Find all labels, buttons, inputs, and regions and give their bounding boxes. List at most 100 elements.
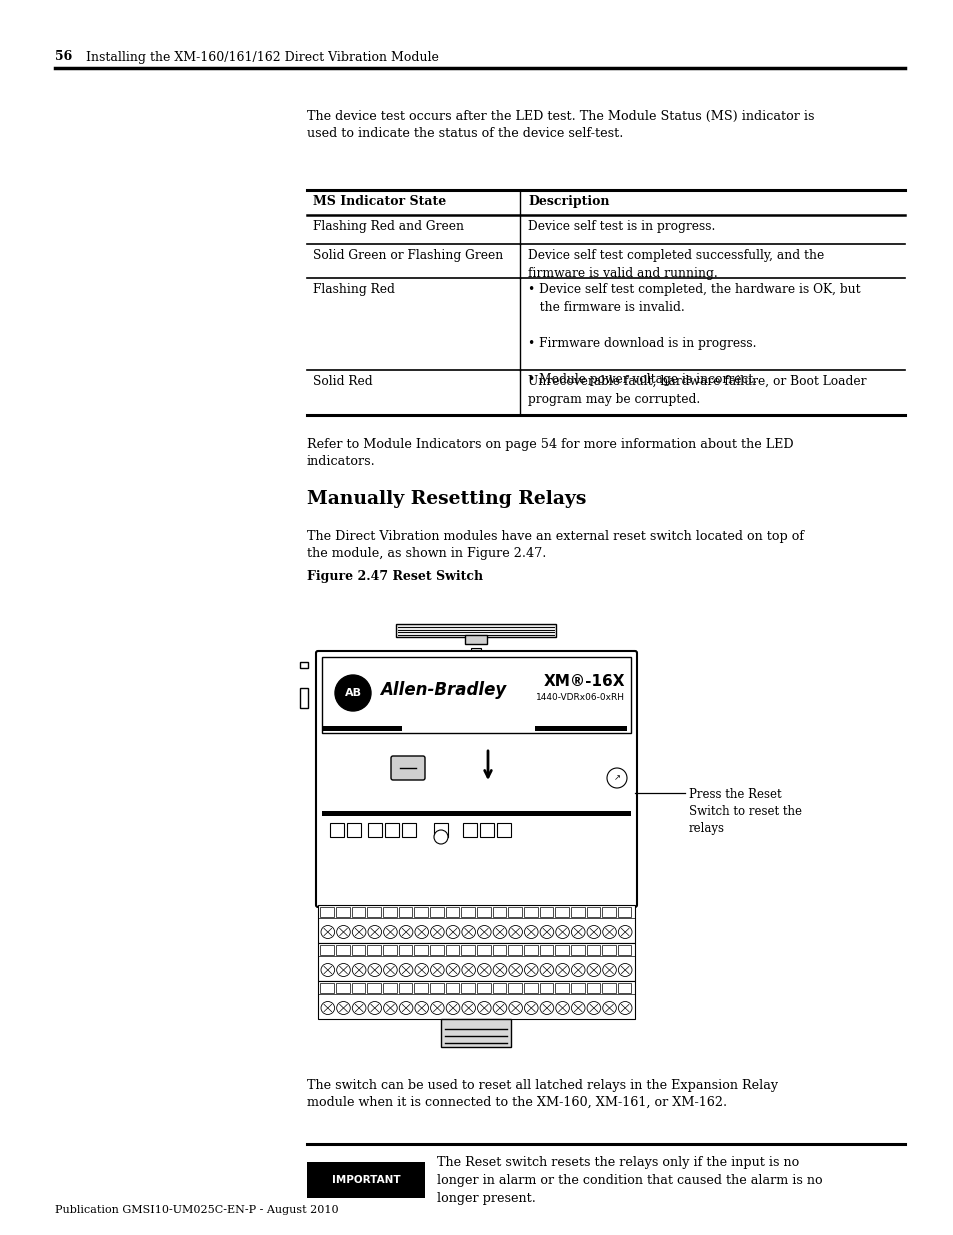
Bar <box>539 945 553 955</box>
Ellipse shape <box>368 1002 381 1014</box>
Text: ↗: ↗ <box>613 773 619 783</box>
Circle shape <box>606 768 626 788</box>
Text: The Direct Vibration modules have an external reset switch located on top of
the: The Direct Vibration modules have an ext… <box>307 530 803 559</box>
Ellipse shape <box>539 1002 553 1014</box>
Bar <box>322 811 630 816</box>
Ellipse shape <box>586 925 600 939</box>
Ellipse shape <box>320 963 335 977</box>
Ellipse shape <box>618 963 631 977</box>
Bar <box>414 983 428 993</box>
Text: Figure 2.47 Reset Switch: Figure 2.47 Reset Switch <box>307 571 482 583</box>
Ellipse shape <box>320 925 335 939</box>
Ellipse shape <box>571 1002 584 1014</box>
Ellipse shape <box>477 963 491 977</box>
Bar <box>352 945 365 955</box>
Circle shape <box>434 830 448 844</box>
Bar <box>367 945 380 955</box>
Text: Installing the XM-160/161/162 Direct Vibration Module: Installing the XM-160/161/162 Direct Vib… <box>86 51 438 63</box>
Ellipse shape <box>586 963 600 977</box>
Bar <box>320 945 334 955</box>
Text: Allen-Bradley: Allen-Bradley <box>379 680 506 699</box>
Ellipse shape <box>399 925 413 939</box>
Ellipse shape <box>352 1002 366 1014</box>
Ellipse shape <box>336 1002 350 1014</box>
Text: AB: AB <box>344 688 361 698</box>
Bar <box>471 648 481 652</box>
Bar <box>414 906 428 918</box>
Bar <box>539 906 553 918</box>
Ellipse shape <box>461 1002 475 1014</box>
Ellipse shape <box>539 925 553 939</box>
Bar <box>385 823 398 837</box>
Bar <box>586 983 599 993</box>
Bar <box>317 981 635 1019</box>
Text: Unrecoverable fault, hardware failure, or Boot Loader
program may be corrupted.: Unrecoverable fault, hardware failure, o… <box>527 375 865 406</box>
Ellipse shape <box>493 1002 506 1014</box>
Ellipse shape <box>336 925 350 939</box>
Bar <box>570 983 584 993</box>
Ellipse shape <box>556 963 569 977</box>
Bar <box>430 945 443 955</box>
Ellipse shape <box>446 963 459 977</box>
Text: Flashing Red and Green: Flashing Red and Green <box>313 220 463 233</box>
Text: Description: Description <box>527 195 609 207</box>
Bar <box>461 945 475 955</box>
Ellipse shape <box>524 925 537 939</box>
Bar <box>462 823 476 837</box>
Bar <box>398 945 412 955</box>
Bar <box>430 906 443 918</box>
Ellipse shape <box>556 1002 569 1014</box>
Bar <box>445 983 458 993</box>
Ellipse shape <box>508 925 522 939</box>
Bar <box>320 906 334 918</box>
Bar <box>368 823 381 837</box>
Bar <box>430 983 443 993</box>
Bar <box>335 945 350 955</box>
Bar <box>555 945 568 955</box>
Text: The device test occurs after the LED test. The Module Status (MS) indicator is
u: The device test occurs after the LED tes… <box>307 110 814 140</box>
Bar <box>396 624 556 637</box>
Ellipse shape <box>493 963 506 977</box>
Ellipse shape <box>368 963 381 977</box>
Bar <box>465 635 487 643</box>
Ellipse shape <box>415 963 428 977</box>
Text: Solid Red: Solid Red <box>313 375 373 388</box>
Bar <box>401 823 416 837</box>
Ellipse shape <box>477 1002 491 1014</box>
Text: 56: 56 <box>55 51 72 63</box>
Bar <box>535 726 626 731</box>
Text: Solid Green or Flashing Green: Solid Green or Flashing Green <box>313 249 503 262</box>
Bar <box>307 1162 424 1198</box>
Bar <box>601 983 616 993</box>
Bar <box>492 945 506 955</box>
Text: Device self test is in progress.: Device self test is in progress. <box>527 220 715 233</box>
Circle shape <box>335 676 371 711</box>
Bar <box>461 906 475 918</box>
Ellipse shape <box>430 1002 444 1014</box>
Text: • Device self test completed, the hardware is OK, but
   the firmware is invalid: • Device self test completed, the hardwa… <box>527 283 860 387</box>
Ellipse shape <box>430 963 444 977</box>
Bar <box>492 906 506 918</box>
Ellipse shape <box>602 925 616 939</box>
Bar <box>367 906 380 918</box>
Ellipse shape <box>602 963 616 977</box>
Bar <box>618 945 631 955</box>
Ellipse shape <box>508 963 522 977</box>
Text: Manually Resetting Relays: Manually Resetting Relays <box>307 490 586 508</box>
Ellipse shape <box>524 963 537 977</box>
Bar <box>523 983 537 993</box>
Ellipse shape <box>556 925 569 939</box>
Bar <box>398 983 412 993</box>
Bar <box>523 906 537 918</box>
Bar <box>335 983 350 993</box>
Bar <box>586 906 599 918</box>
Ellipse shape <box>352 963 366 977</box>
Text: Publication GMSI10-UM025C-EN-P - August 2010: Publication GMSI10-UM025C-EN-P - August … <box>55 1205 338 1215</box>
Bar <box>586 945 599 955</box>
Ellipse shape <box>320 1002 335 1014</box>
Bar <box>601 945 616 955</box>
Ellipse shape <box>430 925 444 939</box>
FancyBboxPatch shape <box>315 651 637 906</box>
Bar <box>317 944 635 981</box>
Text: Press the Reset
Switch to reset the
relays: Press the Reset Switch to reset the rela… <box>688 788 801 835</box>
